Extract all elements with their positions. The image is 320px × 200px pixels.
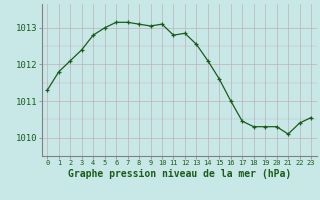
- X-axis label: Graphe pression niveau de la mer (hPa): Graphe pression niveau de la mer (hPa): [68, 169, 291, 179]
